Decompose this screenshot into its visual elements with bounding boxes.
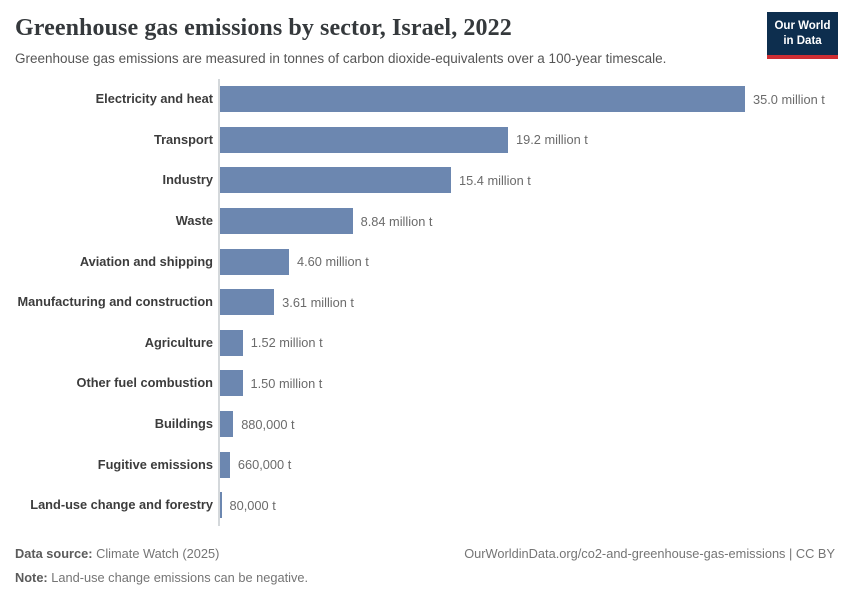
footer-right: OurWorldinData.org/co2-and-greenhouse-ga… [464,546,835,561]
bar-track: 1.52 million t [218,322,835,364]
bar-track: 3.61 million t [218,281,835,323]
chart-row: Agriculture 1.52 million t [15,322,835,364]
category-label: Land-use change and forestry [30,497,213,513]
bar[interactable] [220,126,508,153]
data-source-value: Climate Watch (2025) [92,546,220,562]
category-label: Electricity and heat [95,91,213,107]
owid-logo[interactable]: Our World in Data [767,12,838,59]
bar[interactable] [220,167,451,194]
chart-row: Electricity and heat 35.0 million t [15,79,835,120]
data-source-label: Data source: [15,546,93,562]
note-line: Note: Land-use change emissions can be n… [15,570,308,585]
bar-track: 80,000 t [218,484,835,526]
category-label: Transport [153,131,213,147]
category-label: Other fuel combustion [76,375,213,391]
bar[interactable] [220,411,234,438]
bar[interactable] [220,86,745,113]
chart-row: Manufacturing and construction 3.61 milli… [15,281,835,323]
bar-track: 8.84 million t [218,200,835,242]
bar[interactable] [220,492,222,519]
footer: Data source: Climate Watch (2025) Note: … [15,546,835,585]
chart-row: Transport 19.2 million t [15,119,835,161]
chart-title: Greenhouse gas emissions by sector, Isra… [15,15,512,41]
owid-url-link[interactable]: OurWorldinData.org/co2-and-greenhouse-ga… [464,546,835,562]
note-label: Note: [15,569,48,585]
bar[interactable] [220,208,353,235]
bar-track: 1.50 million t [218,363,835,404]
bar[interactable] [220,329,243,356]
value-label: 80,000 t [229,497,276,513]
category-label: Aviation and shipping [79,253,213,269]
value-label: 1.52 million t [250,335,323,351]
chart-row: Aviation and shipping 4.60 million t [15,241,835,282]
bar-track: 660,000 t [218,444,835,485]
category-label: Waste [175,213,213,229]
header: Greenhouse gas emissions by sector, Isra… [0,0,850,66]
value-label: 8.84 million t [360,213,433,229]
value-label: 1.50 million t [250,375,323,391]
value-label: 4.60 million t [297,254,369,270]
category-label: Fugitive emissions [97,456,213,472]
chart-row: Buildings 880,000 t [15,403,835,445]
bar-track: 15.4 million t [218,160,835,201]
chart-row: Industry 15.4 million t [15,160,835,201]
value-label: 880,000 t [241,416,295,432]
bar-track: 4.60 million t [218,241,835,282]
data-source-line: Data source: Climate Watch (2025) [15,546,308,561]
note-value: Land-use change emissions can be negativ… [47,569,309,585]
chart-row: Land-use change and forestry 80,000 t [15,484,835,526]
chart-row: Other fuel combustion 1.50 million t [15,363,835,404]
bar[interactable] [220,248,289,275]
chart-subtitle: Greenhouse gas emissions are measured in… [15,51,667,66]
category-label: Manufacturing and construction [17,294,213,310]
bar[interactable] [220,370,243,397]
bar-chart: Electricity and heat 35.0 million t Transp… [0,79,850,526]
value-label: 15.4 million t [459,172,531,188]
footer-left: Data source: Climate Watch (2025) Note: … [15,546,308,585]
value-label: 19.2 million t [516,132,588,148]
value-label: 3.61 million t [282,294,354,310]
bar[interactable] [220,289,275,316]
chart-row: Fugitive emissions 660,000 t [15,444,835,485]
bar-track: 19.2 million t [218,119,835,161]
bar-track: 880,000 t [218,403,835,445]
category-label: Buildings [154,416,213,432]
owid-logo-line2: in Data [783,34,822,47]
category-label: Industry [162,172,213,188]
category-label: Agriculture [144,334,213,350]
bar-track: 35.0 million t [218,79,835,120]
value-label: 35.0 million t [753,91,825,107]
value-label: 660,000 t [237,457,292,473]
owid-logo-line1: Our World [774,20,831,32]
chart-row: Waste 8.84 million t [15,200,835,242]
bar[interactable] [220,451,230,478]
